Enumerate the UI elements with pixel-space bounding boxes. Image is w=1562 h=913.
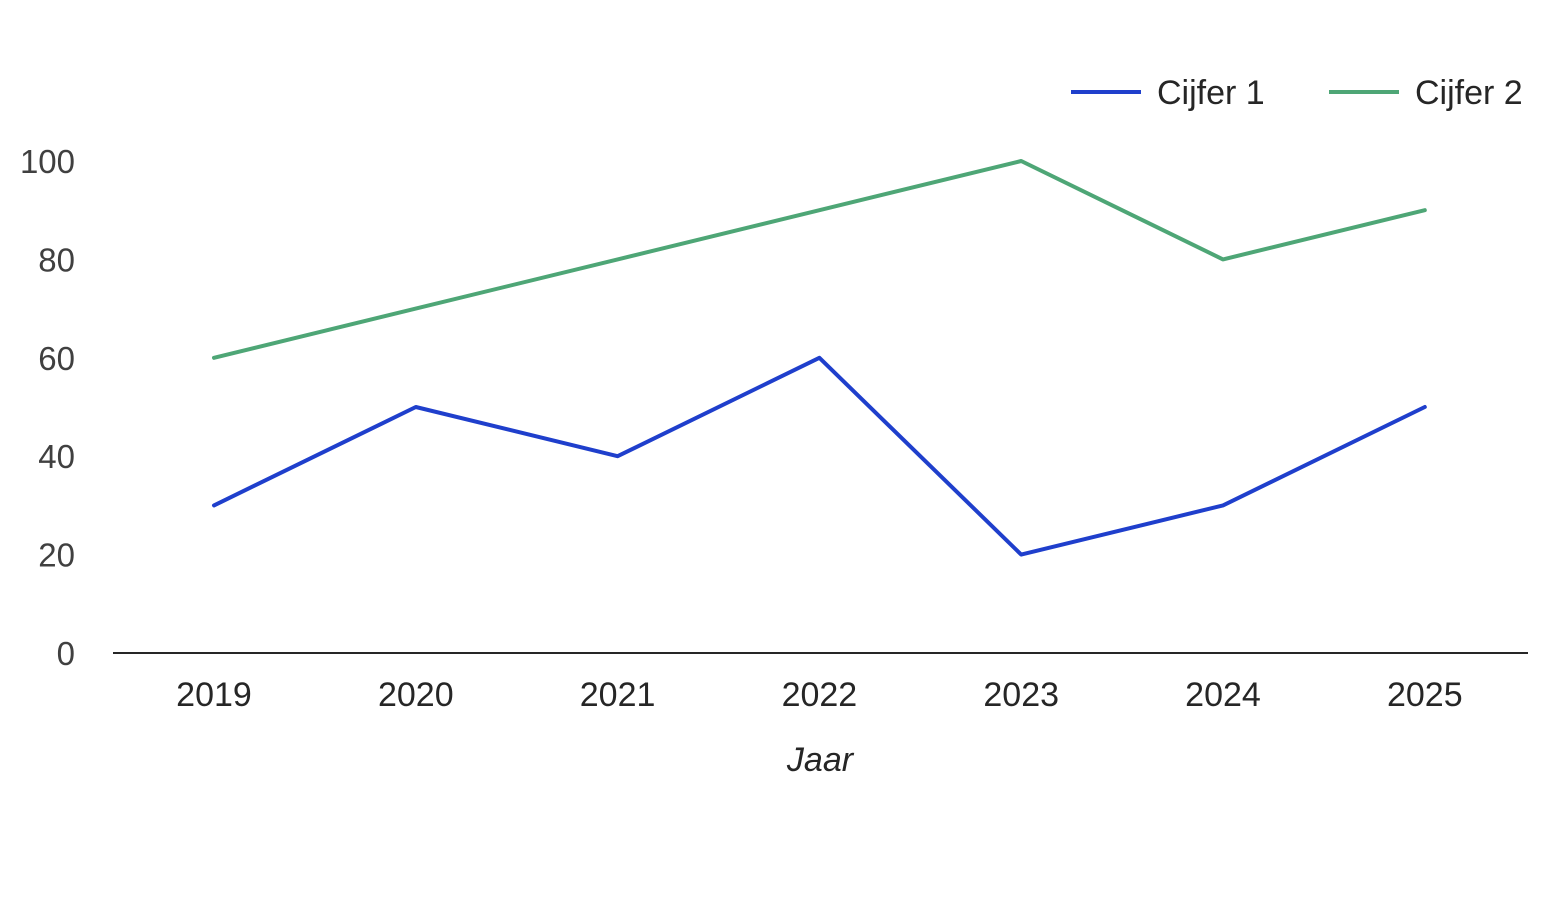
series-line-2 — [214, 161, 1425, 358]
x-tick-label: 2023 — [983, 676, 1059, 714]
legend-item-2: Cijfer 2 — [1329, 74, 1523, 112]
legend-label: Cijfer 1 — [1157, 74, 1265, 112]
y-tick-label: 20 — [38, 537, 75, 574]
y-axis-ticks: 0 20 40 60 80 100 — [20, 143, 75, 672]
y-tick-label: 80 — [38, 241, 75, 278]
x-tick-label: 2025 — [1387, 676, 1463, 714]
legend: Cijfer 1 Cijfer 2 — [1071, 74, 1523, 112]
y-tick-label: 40 — [38, 438, 75, 475]
series-lines — [214, 161, 1425, 555]
y-tick-label: 60 — [38, 340, 75, 377]
legend-item-1: Cijfer 1 — [1071, 74, 1265, 112]
x-axis-ticks: 2019 2020 2021 2022 2023 2024 2025 — [176, 676, 1462, 714]
x-axis-title: Jaar — [786, 741, 855, 779]
y-tick-label: 0 — [57, 635, 75, 672]
x-tick-label: 2024 — [1185, 676, 1261, 714]
legend-label: Cijfer 2 — [1415, 74, 1523, 112]
x-tick-label: 2020 — [378, 676, 454, 714]
x-tick-label: 2022 — [782, 676, 858, 714]
x-tick-label: 2019 — [176, 676, 252, 714]
x-tick-label: 2021 — [580, 676, 656, 714]
y-tick-label: 100 — [20, 143, 75, 180]
series-line-1 — [214, 358, 1425, 555]
